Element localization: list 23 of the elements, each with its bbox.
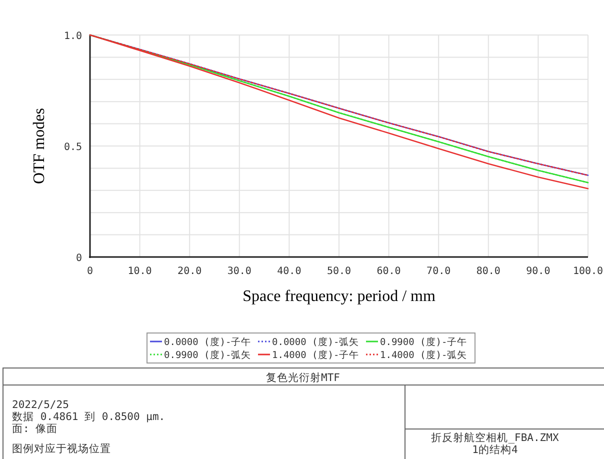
y-axis-title: OTF modes (31, 108, 48, 184)
x-tick-label: 100.0 (572, 266, 604, 277)
x-tick-label: 0 (86, 266, 94, 277)
y-tick-label: 0.5 (64, 142, 82, 153)
x-tick-label: 90.0 (526, 266, 550, 277)
legend-label: 0.0000 (度)-弧矢 (272, 336, 360, 348)
legend-label: 0.0000 (度)-子午 (164, 336, 252, 348)
x-tick-label: 20.0 (178, 266, 202, 277)
y-tick-label: 1.0 (64, 31, 82, 42)
legend-label: 0.9900 (度)-弧矢 (164, 349, 252, 361)
x-tick-label: 10.0 (128, 266, 152, 277)
x-tick-label: 40.0 (277, 266, 302, 277)
legend-label: 1.4000 (度)-弧矢 (380, 349, 468, 361)
x-tick-label: 50.0 (326, 266, 352, 277)
x-tick-label: 30.0 (227, 266, 252, 277)
legend-label: 0.9900 (度)-子午 (380, 336, 468, 348)
legend-label: 1.4000 (度)-子午 (272, 349, 360, 361)
footer: 复色光衍射MTF 2022/5/25 数据 0.4861 到 0.8500 µm. 面: 像面 图例对应于视场位置 折反射航空相机_FBA.ZMX 1的结构4 (2, 368, 604, 459)
y-tick-label: 0 (76, 253, 82, 264)
x-tick-label: 80.0 (476, 266, 500, 277)
x-tick-label: 60.0 (376, 266, 401, 277)
x-axis-title: Space frequency: period / mm (242, 288, 436, 305)
x-tick-label: 70.0 (426, 266, 451, 277)
